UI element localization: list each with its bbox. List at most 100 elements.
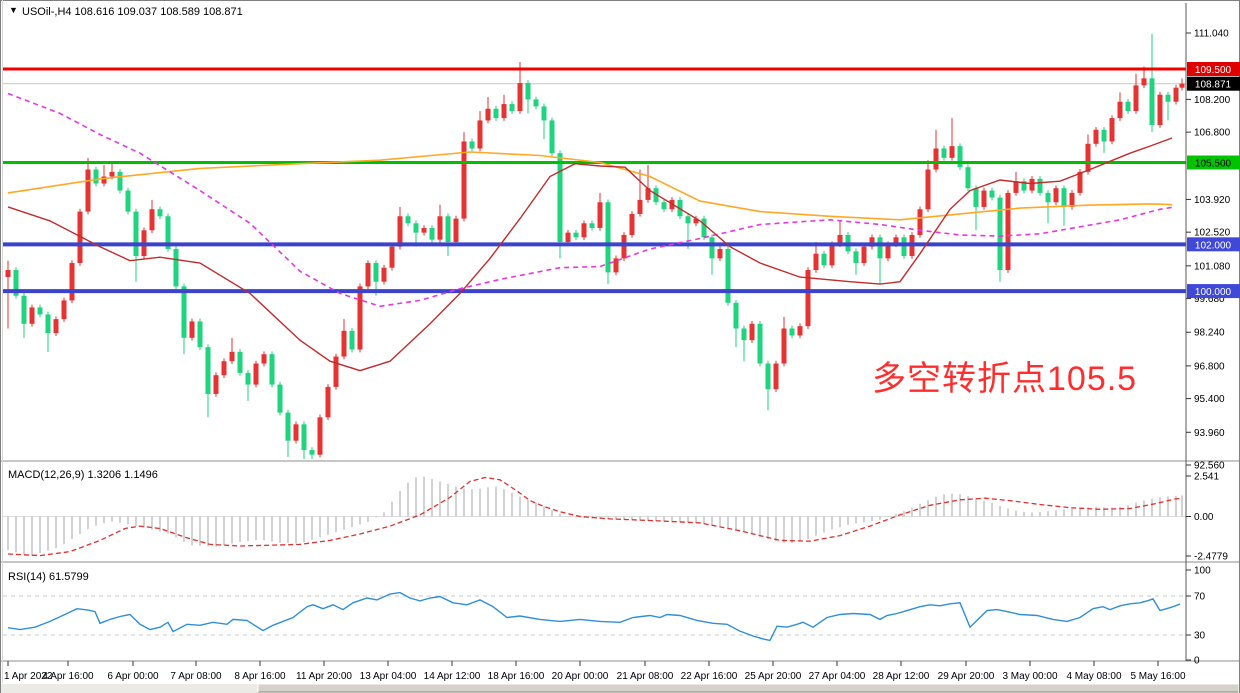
candle-body: [781, 328, 787, 364]
candle: [421, 225, 427, 236]
candle-body: [133, 211, 139, 257]
candle: [253, 360, 259, 388]
symbol-dropdown-icon[interactable]: ▼: [9, 5, 18, 15]
candle: [205, 344, 211, 418]
candle: [805, 267, 811, 329]
candle-body: [613, 258, 619, 273]
candle-body: [1077, 171, 1083, 193]
candle-body: [1109, 118, 1115, 142]
candle: [357, 283, 363, 353]
candle: [389, 243, 395, 271]
candle-body: [501, 104, 507, 119]
candle: [69, 260, 75, 304]
candle-body: [373, 263, 379, 282]
candle-body: [901, 237, 907, 257]
price-badge-bg: [1187, 237, 1240, 252]
candle-body: [573, 232, 579, 238]
candle: [285, 409, 291, 458]
candle: [13, 267, 19, 299]
price-badge: 102.000: [1187, 237, 1240, 252]
time-tick-label: 3 May 00:00: [1002, 671, 1057, 682]
candle: [605, 199, 611, 285]
candle: [197, 318, 203, 350]
candle: [1029, 176, 1035, 194]
candle-body: [197, 321, 203, 348]
candle-body: [1045, 192, 1051, 203]
price-tick-label: 102.520: [1194, 228, 1231, 239]
candle: [653, 185, 659, 206]
candle-body: [1053, 188, 1059, 203]
candle-body: [1037, 178, 1043, 193]
candle: [725, 246, 731, 306]
candle-body: [957, 146, 963, 168]
candle-body: [917, 209, 923, 235]
candle: [229, 337, 235, 365]
candle: [1069, 190, 1075, 210]
candle-body: [661, 202, 667, 210]
candle-body: [789, 328, 795, 336]
candle: [261, 351, 267, 367]
candle: [733, 299, 739, 348]
candle: [77, 208, 83, 266]
candle: [517, 61, 523, 114]
candle: [549, 117, 555, 156]
price-badge: 109.500: [1187, 62, 1240, 76]
candle-body: [1021, 181, 1027, 191]
candle-body: [1141, 78, 1147, 86]
candle: [1101, 126, 1107, 154]
candle-body: [69, 263, 75, 301]
candle: [93, 166, 99, 187]
candle-body: [157, 209, 163, 217]
candle: [365, 260, 371, 290]
candle: [405, 213, 411, 227]
scrollbar-thumb[interactable]: [258, 684, 1238, 692]
candle: [413, 220, 419, 247]
candle-body: [461, 141, 467, 219]
candle: [469, 138, 475, 152]
candle: [557, 150, 563, 259]
candle: [949, 118, 955, 161]
candle-body: [437, 216, 443, 240]
rsi-line: [7, 591, 1181, 642]
candle-body: [1117, 101, 1123, 119]
candle-body: [549, 120, 555, 154]
pivot-annotation-text: 多空转折点105.5: [872, 360, 1138, 398]
candle: [741, 325, 747, 362]
candle-body: [621, 234, 627, 259]
candle-body: [533, 99, 539, 107]
candle-body: [509, 104, 515, 112]
candle: [453, 215, 459, 245]
candle-body: [101, 176, 107, 184]
candle: [461, 132, 467, 222]
candle: [901, 234, 907, 259]
candle-body: [821, 253, 827, 266]
price-badge-bg: [1187, 155, 1240, 170]
candle-body: [701, 218, 707, 238]
candle: [917, 206, 923, 238]
candle: [821, 250, 827, 269]
rsi-indicator-label: RSI(14) 61.5799: [8, 571, 89, 583]
candle: [501, 94, 507, 121]
candle-body: [389, 246, 395, 268]
candle: [637, 169, 643, 217]
candle-body: [637, 199, 643, 214]
candle-body: [245, 372, 251, 385]
candle: [597, 192, 603, 231]
candle-body: [1069, 192, 1075, 207]
candle: [341, 319, 347, 360]
candle-body: [109, 171, 115, 177]
candle: [101, 164, 107, 187]
candle-body: [645, 188, 651, 200]
candle: [509, 101, 515, 114]
time-tick-label: 20 Apr 00:00: [552, 671, 609, 682]
candle: [309, 447, 315, 459]
candle-body: [325, 386, 331, 418]
price-badge: 108.871: [1187, 76, 1240, 91]
candle: [381, 264, 387, 285]
candle-body: [997, 197, 1003, 271]
candle: [789, 325, 795, 339]
candle: [301, 421, 307, 459]
candle-body: [861, 246, 867, 264]
candle-body: [709, 237, 715, 259]
candle-body: [333, 356, 339, 387]
